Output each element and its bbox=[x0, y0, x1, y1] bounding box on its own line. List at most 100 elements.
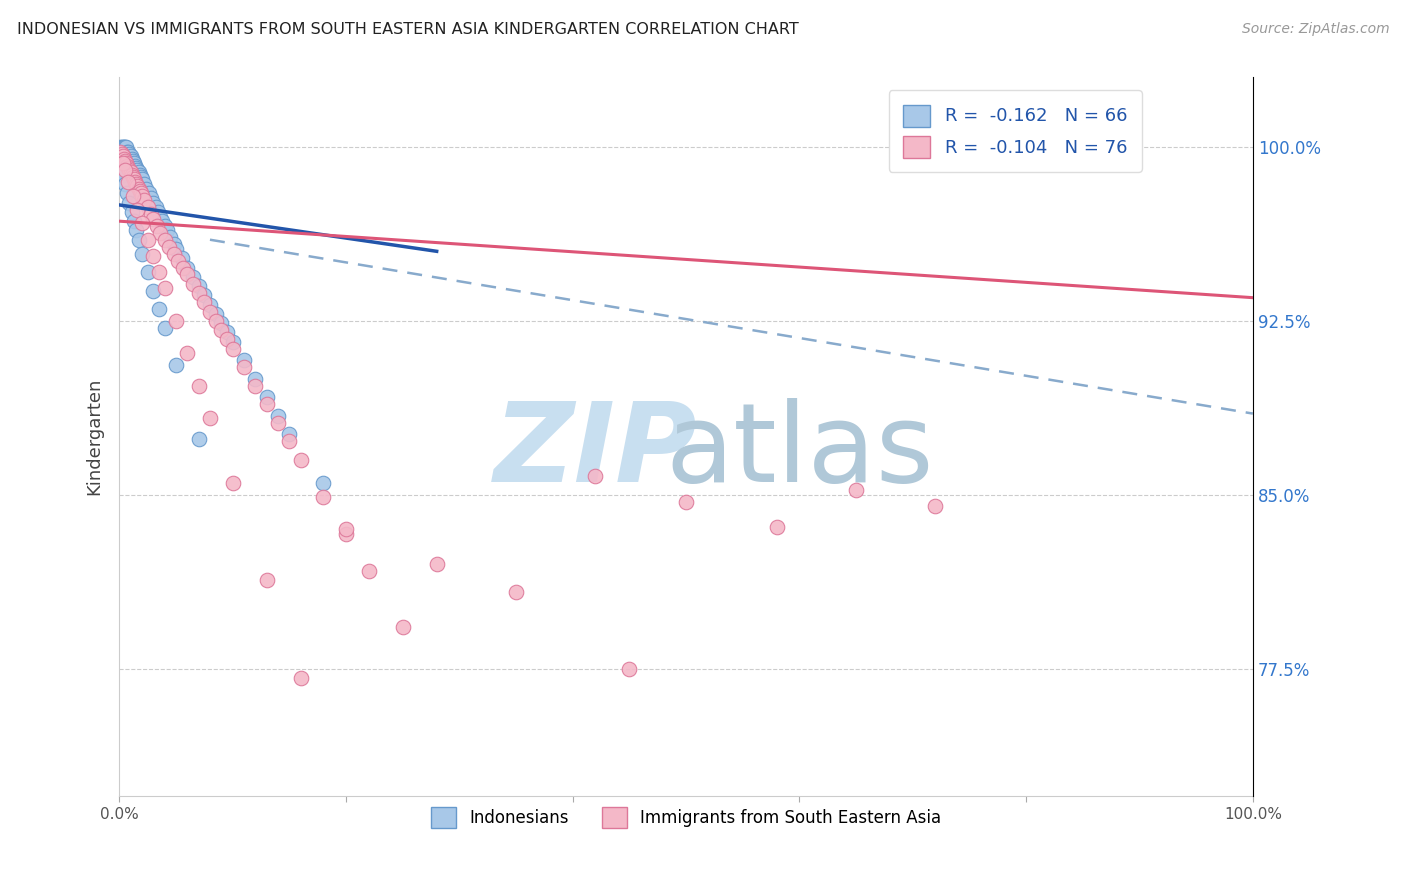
Point bbox=[124, 159, 146, 173]
Point bbox=[233, 360, 256, 375]
Point bbox=[135, 182, 157, 196]
Point bbox=[115, 145, 138, 159]
Point bbox=[256, 390, 278, 404]
Point bbox=[176, 260, 198, 275]
Point bbox=[215, 332, 238, 346]
Point bbox=[204, 307, 226, 321]
Point bbox=[165, 242, 187, 256]
Point bbox=[150, 214, 173, 228]
Point bbox=[122, 153, 145, 168]
Text: atlas: atlas bbox=[665, 398, 934, 505]
Point bbox=[198, 298, 221, 312]
Point bbox=[215, 326, 238, 340]
Point bbox=[204, 314, 226, 328]
Point bbox=[125, 177, 148, 191]
Point bbox=[290, 671, 312, 685]
Point bbox=[131, 246, 153, 260]
Point bbox=[172, 260, 194, 275]
Point bbox=[187, 432, 209, 446]
Point bbox=[128, 165, 150, 179]
Point bbox=[278, 427, 301, 442]
Point bbox=[118, 147, 141, 161]
Point bbox=[187, 286, 209, 301]
Point bbox=[136, 233, 159, 247]
Point bbox=[118, 163, 141, 178]
Point bbox=[221, 342, 243, 356]
Point bbox=[124, 175, 146, 189]
Point bbox=[187, 279, 209, 293]
Point bbox=[129, 170, 152, 185]
Point bbox=[139, 207, 162, 221]
Point bbox=[111, 149, 134, 163]
Point bbox=[145, 219, 167, 233]
Point bbox=[167, 253, 190, 268]
Point bbox=[221, 476, 243, 491]
Point bbox=[675, 494, 697, 508]
Point bbox=[153, 281, 176, 295]
Point bbox=[335, 523, 357, 537]
Point bbox=[120, 149, 142, 163]
Point bbox=[209, 316, 232, 330]
Point bbox=[153, 233, 176, 247]
Legend: Indonesians, Immigrants from South Eastern Asia: Indonesians, Immigrants from South Easte… bbox=[425, 801, 948, 835]
Point bbox=[134, 194, 156, 208]
Point bbox=[142, 284, 165, 298]
Point bbox=[267, 409, 290, 423]
Point bbox=[765, 520, 787, 534]
Point bbox=[122, 214, 145, 228]
Point bbox=[245, 372, 267, 386]
Point bbox=[127, 163, 149, 178]
Point bbox=[110, 147, 132, 161]
Point bbox=[128, 168, 150, 182]
Point bbox=[165, 314, 187, 328]
Point bbox=[112, 152, 135, 166]
Y-axis label: Kindergarten: Kindergarten bbox=[86, 378, 103, 495]
Point bbox=[157, 240, 180, 254]
Point bbox=[142, 249, 165, 263]
Point bbox=[121, 168, 143, 182]
Point bbox=[114, 153, 136, 168]
Point bbox=[149, 210, 172, 224]
Point bbox=[121, 205, 143, 219]
Point bbox=[117, 175, 139, 189]
Point bbox=[131, 217, 153, 231]
Point bbox=[176, 268, 198, 282]
Point bbox=[159, 230, 181, 244]
Point bbox=[128, 184, 150, 198]
Point bbox=[165, 358, 187, 372]
Point bbox=[115, 186, 138, 201]
Point bbox=[312, 476, 335, 491]
Point bbox=[110, 163, 132, 178]
Point bbox=[619, 662, 641, 676]
Point bbox=[163, 246, 186, 260]
Point bbox=[198, 304, 221, 318]
Point bbox=[114, 140, 136, 154]
Point bbox=[278, 434, 301, 449]
Point bbox=[112, 140, 135, 154]
Point bbox=[290, 453, 312, 467]
Point bbox=[145, 200, 167, 214]
Point bbox=[181, 269, 204, 284]
Point bbox=[193, 295, 215, 310]
Point bbox=[122, 170, 145, 185]
Point bbox=[114, 177, 136, 191]
Point bbox=[335, 527, 357, 541]
Point bbox=[131, 172, 153, 186]
Point bbox=[127, 202, 149, 217]
Point bbox=[122, 156, 145, 170]
Point bbox=[845, 483, 868, 497]
Point bbox=[115, 140, 138, 154]
Point bbox=[110, 140, 132, 154]
Point bbox=[122, 188, 145, 202]
Point bbox=[391, 620, 413, 634]
Point bbox=[110, 145, 132, 159]
Point bbox=[148, 302, 170, 317]
Point bbox=[198, 411, 221, 425]
Point bbox=[163, 237, 186, 252]
Point bbox=[111, 168, 134, 182]
Point bbox=[156, 223, 179, 237]
Point bbox=[125, 223, 148, 237]
Point bbox=[142, 195, 165, 210]
Point bbox=[357, 564, 380, 578]
Point bbox=[115, 156, 138, 170]
